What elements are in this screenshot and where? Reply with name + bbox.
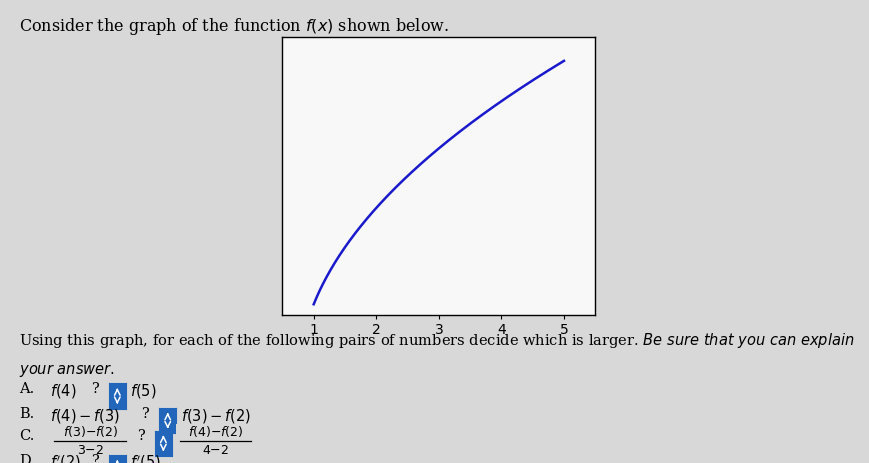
- Text: $4{-}2$: $4{-}2$: [202, 444, 229, 457]
- Text: B.: B.: [19, 407, 35, 420]
- Text: D.: D.: [19, 454, 35, 463]
- Text: $f(4)-f(3)$: $f(4)-f(3)$: [50, 407, 121, 425]
- Text: $3{-}2$: $3{-}2$: [76, 444, 104, 457]
- Text: $f(4){-}f(2)$: $f(4){-}f(2)$: [188, 425, 243, 439]
- Text: A.: A.: [19, 382, 35, 396]
- Text: $f'(2)$: $f'(2)$: [50, 454, 82, 463]
- Text: ?: ?: [91, 382, 99, 396]
- Text: ?: ?: [141, 407, 149, 420]
- Text: $f(3)-f(2)$: $f(3)-f(2)$: [181, 407, 251, 425]
- Text: $f(4)$: $f(4)$: [50, 382, 77, 400]
- Text: C.: C.: [19, 429, 35, 443]
- Text: $\it{your\ answer.}$: $\it{your\ answer.}$: [19, 362, 115, 379]
- Text: ?: ?: [137, 429, 145, 443]
- Text: Using this graph, for each of the following pairs of numbers decide which is lar: Using this graph, for each of the follow…: [19, 331, 855, 350]
- Text: $f(5)$: $f(5)$: [130, 382, 157, 400]
- Text: $f(3){-}f(2)$: $f(3){-}f(2)$: [63, 425, 118, 439]
- Text: Consider the graph of the function $f(x)$ shown below.: Consider the graph of the function $f(x)…: [19, 16, 449, 37]
- Text: $f'(5)$: $f'(5)$: [130, 454, 162, 463]
- Text: ?: ?: [91, 454, 99, 463]
